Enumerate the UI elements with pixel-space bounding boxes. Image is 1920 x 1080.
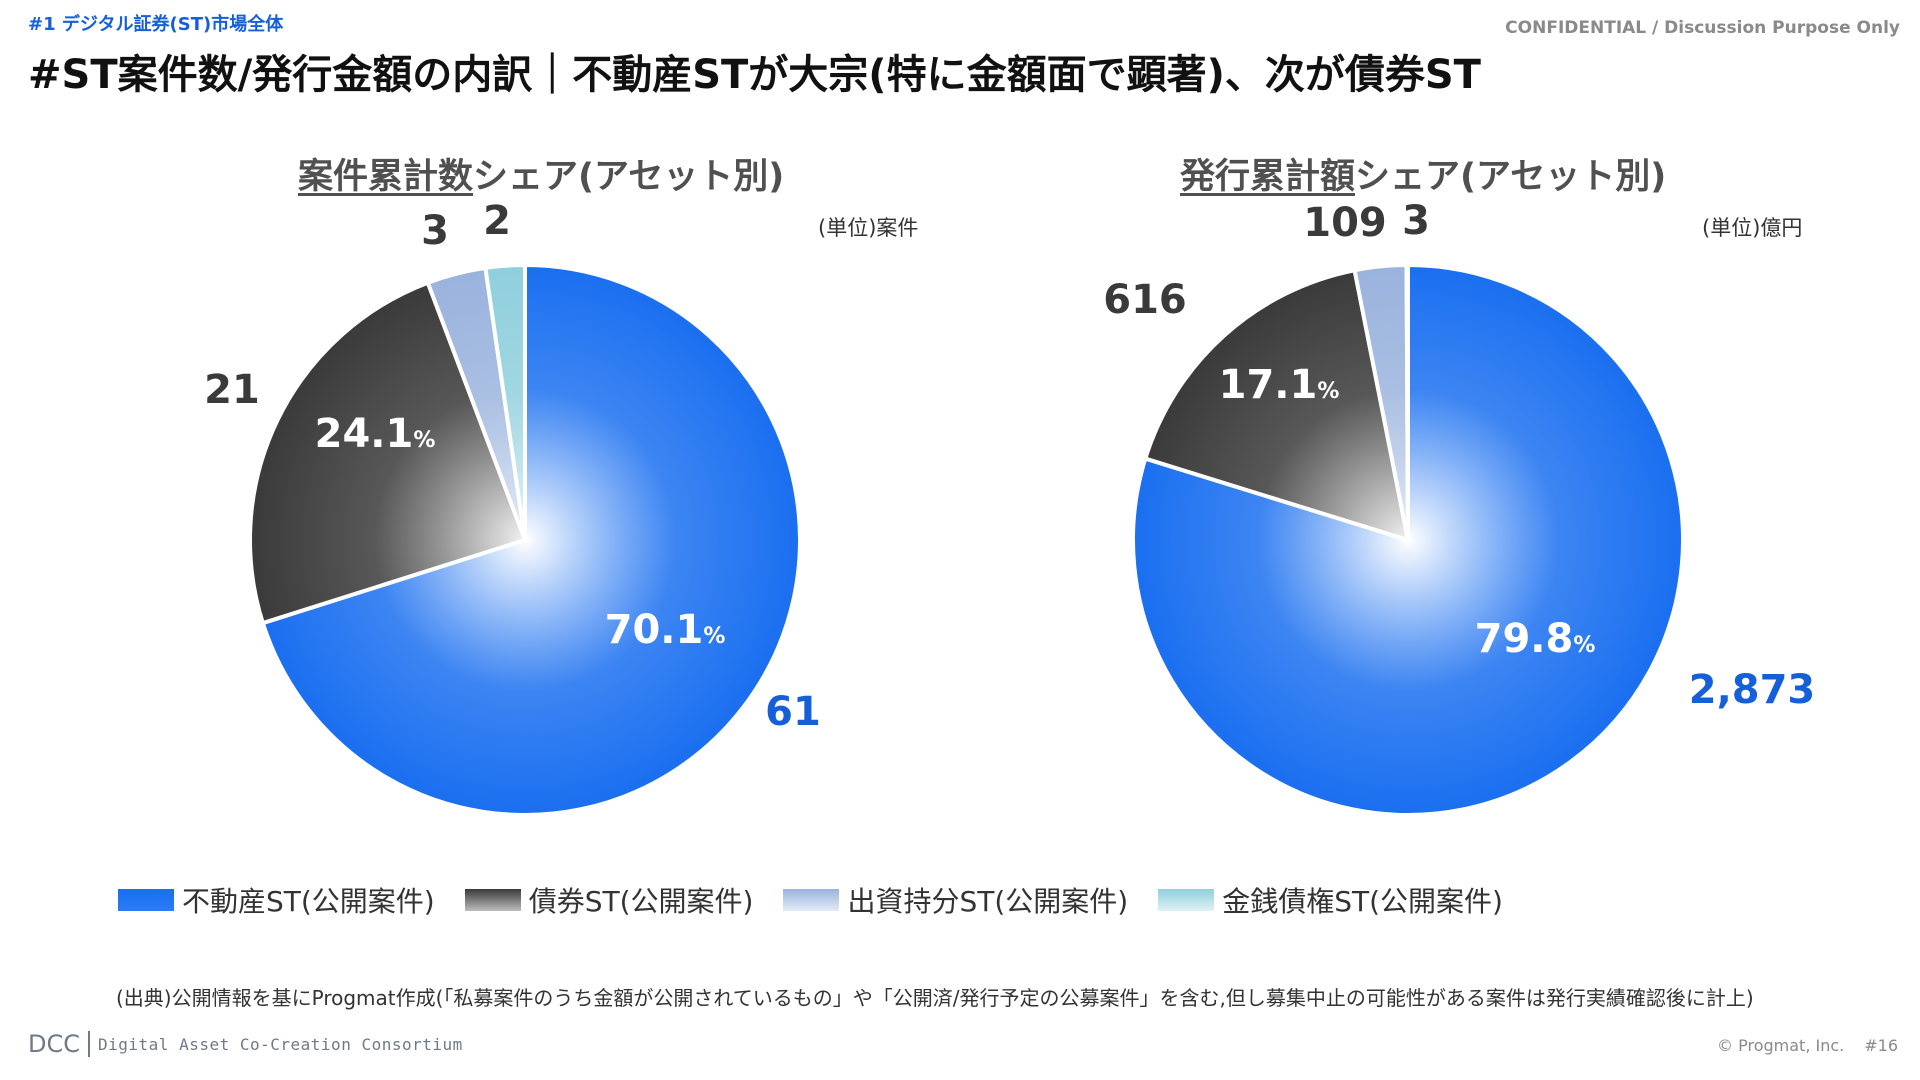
pie-slice-real-estate — [1131, 263, 1685, 817]
footer-org-name: Digital Asset Co-Creation Consortium — [98, 1034, 463, 1054]
value-label-monetary: 3 — [1402, 198, 1430, 244]
dcc-logo: DCC — [28, 1030, 80, 1058]
value-label-real-estate: 2,873 — [1689, 667, 1816, 713]
page-title: #ST案件数/発行金額の内訳｜不動産STが大宗(特に金額面で顕著)、次が債券ST — [28, 52, 1481, 98]
footer-brand: DCC Digital Asset Co-Creation Consortium — [28, 1030, 463, 1058]
legend-label-equity: 出資持分ST(公開案件) — [847, 885, 1129, 918]
pie-slice-real-estate — [260, 263, 802, 817]
value-label-bond: 21 — [204, 367, 260, 413]
chart-title-count-rest: シェア(アセット別) — [473, 157, 785, 197]
value-label-equity: 3 — [421, 208, 449, 254]
legend: 不動産ST(公開案件) 債券ST(公開案件) 出資持分ST(公開案件) 金銭債権… — [118, 880, 1533, 920]
legend-label-monetary: 金銭債権ST(公開案件) — [1222, 885, 1503, 918]
page-number: #16 — [1864, 1036, 1898, 1055]
pie-slice-bond — [1143, 268, 1410, 542]
unit-note-count: (単位)案件 — [818, 216, 919, 240]
chart-title-count-underlined: 案件累計数 — [298, 157, 474, 197]
legend-swatch-monetary — [1158, 889, 1215, 911]
pie-slice-monetary — [483, 262, 527, 542]
pie-slice-bond — [248, 280, 527, 626]
value-label-monetary: 2 — [483, 198, 511, 244]
chart-title-amount-rest: シェア(アセット別) — [1355, 157, 1667, 197]
legend-label-real-estate: 不動産ST(公開案件) — [182, 885, 435, 918]
value-label-real-estate: 61 — [765, 689, 821, 735]
value-label-equity: 109 — [1303, 200, 1387, 246]
legend-item-real-estate: 不動産ST(公開案件) — [118, 880, 435, 920]
pie-slice-monetary — [1404, 262, 1410, 542]
unit-note-amount: (単位)億円 — [1702, 216, 1803, 240]
legend-swatch-bond — [464, 889, 521, 911]
chart-title-count: 案件累計数シェア(アセット別) — [298, 148, 784, 199]
source-note: (出典)公開情報を基にProgmat作成(「私募案件のうち金額が公開されているも… — [116, 986, 1754, 1010]
section-tag: #1 デジタル証券(ST)市場全体 — [28, 14, 284, 35]
footer-divider — [88, 1031, 90, 1057]
copyright: © Progmat, Inc. — [1717, 1036, 1845, 1055]
confidential-label: CONFIDENTIAL / Discussion Purpose Only — [1505, 18, 1900, 38]
legend-label-bond: 債券ST(公開案件) — [528, 885, 754, 918]
legend-swatch-equity — [783, 889, 840, 911]
value-label-bond: 616 — [1103, 277, 1187, 323]
legend-swatch-real-estate — [118, 889, 174, 911]
chart-title-amount: 発行累計額シェア(アセット別) — [1180, 148, 1666, 199]
footer-meta: © Progmat, Inc. #16 — [1697, 1036, 1898, 1055]
chart-title-amount-underlined: 発行累計額 — [1180, 157, 1356, 197]
legend-item-bond: 債券ST(公開案件) — [464, 880, 754, 920]
legend-item-equity: 出資持分ST(公開案件) — [783, 880, 1128, 920]
legend-item-monetary: 金銭債権ST(公開案件) — [1158, 880, 1503, 920]
